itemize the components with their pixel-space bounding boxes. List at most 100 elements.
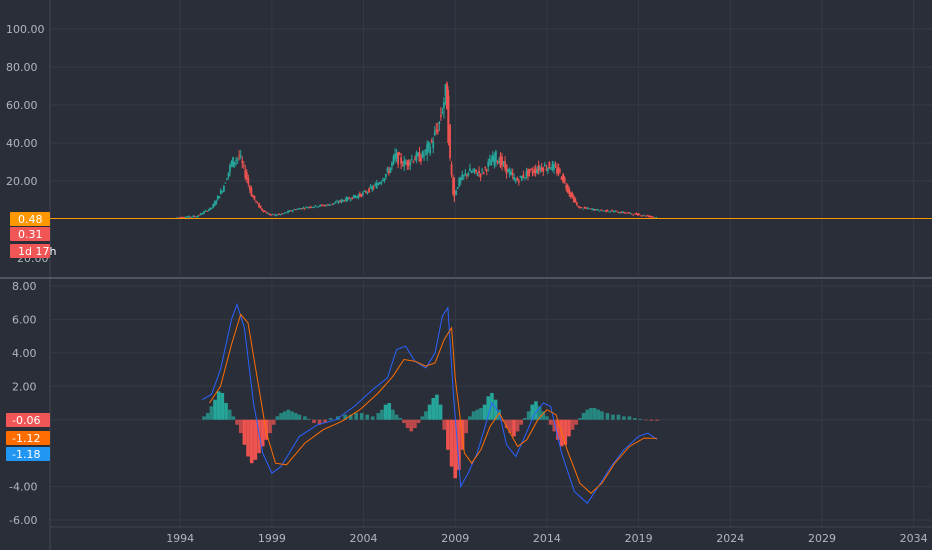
candle-body <box>219 190 222 195</box>
candle-body <box>589 208 592 210</box>
candle-body <box>222 185 225 192</box>
histogram-bar <box>227 409 232 420</box>
candle-body <box>339 200 341 202</box>
candle-body <box>586 207 589 209</box>
candle-body <box>299 208 302 210</box>
candle-body <box>384 173 387 178</box>
candle-body <box>446 82 448 110</box>
candle-body <box>436 130 439 133</box>
histogram-bar <box>479 408 483 420</box>
candle-body <box>646 215 649 217</box>
candle-body <box>476 174 479 176</box>
candle-body <box>530 168 532 170</box>
histogram-bar <box>306 418 311 420</box>
candle-body <box>531 171 534 173</box>
histogram-bar <box>235 419 239 425</box>
candle-body <box>314 205 317 207</box>
histogram-bar <box>257 419 261 454</box>
histogram-bar <box>638 418 643 420</box>
candle-body <box>565 185 568 189</box>
candle-body <box>238 155 241 157</box>
signal-line <box>209 313 657 494</box>
candle-body <box>319 204 322 207</box>
candle-body <box>458 178 461 187</box>
candle-body <box>598 210 601 212</box>
candle-body <box>366 191 369 193</box>
candle-body <box>438 121 441 124</box>
candle-body <box>348 198 351 200</box>
candle-body <box>614 210 616 213</box>
histogram-bar <box>391 409 395 420</box>
candle-body <box>278 213 280 215</box>
candle-body <box>313 206 315 208</box>
histogram-bar <box>457 419 461 470</box>
candle-body <box>261 208 263 211</box>
histogram-bar <box>537 406 542 420</box>
candle-body <box>556 168 558 174</box>
histogram-bar <box>581 413 586 420</box>
candle-body <box>606 209 609 212</box>
candle-body <box>421 151 424 158</box>
histogram-bar <box>275 416 280 420</box>
candle-body <box>407 160 410 167</box>
candle-body <box>562 173 565 183</box>
candle-body <box>247 178 250 184</box>
candle-body <box>464 172 467 175</box>
candle-body <box>403 160 406 167</box>
candle-body <box>630 213 633 215</box>
candle-body <box>201 213 204 215</box>
candle-body <box>270 214 273 216</box>
candle-body <box>481 169 484 171</box>
candle-body <box>485 169 488 171</box>
candle-body <box>331 203 334 205</box>
candle-body <box>317 206 320 208</box>
histogram-bar <box>438 404 443 420</box>
candle-body <box>559 170 561 172</box>
price-tag <box>10 244 50 258</box>
candle-body <box>383 178 386 181</box>
candle-body <box>224 182 227 184</box>
candle-body <box>181 217 184 218</box>
candle-body <box>420 157 422 161</box>
candle-body <box>406 160 409 166</box>
candle-body <box>337 202 340 203</box>
candle-body <box>305 206 308 208</box>
candle-body <box>291 210 294 212</box>
histogram-bar <box>515 419 520 432</box>
candle-body <box>308 206 311 208</box>
candle-body <box>409 162 412 166</box>
price-axis-tick-label: 100.00 <box>6 23 45 36</box>
candle-body <box>424 149 427 151</box>
histogram-bar <box>402 419 406 424</box>
histogram-bar <box>508 419 513 434</box>
candle-body <box>426 144 429 155</box>
candle-body <box>507 169 510 172</box>
histogram-bar <box>370 416 375 420</box>
candle-body <box>617 212 620 214</box>
histogram-bar <box>589 408 593 420</box>
macd-axis-tick-label: -4.00 <box>9 481 37 494</box>
candle-body <box>461 174 464 180</box>
candle-body <box>443 102 445 108</box>
histogram-bar <box>574 419 579 425</box>
price-tag-label: 0.48 <box>18 213 43 226</box>
candle-body <box>192 215 195 218</box>
candle-body <box>513 176 516 181</box>
histogram-bar <box>526 411 531 420</box>
price-tag-label: 1d 17h <box>18 245 56 258</box>
candle-body <box>627 212 630 214</box>
histogram-bar <box>264 419 269 440</box>
candle-body <box>391 162 393 167</box>
candle-body <box>647 215 650 217</box>
candle-body <box>193 216 196 218</box>
candle-body <box>641 215 644 217</box>
histogram-bar <box>435 394 439 420</box>
candle-body <box>232 157 234 168</box>
candle-body <box>218 196 221 199</box>
candle-body <box>358 193 361 196</box>
candle-body <box>375 183 378 189</box>
macd-value-tag <box>6 413 50 427</box>
candle-body <box>290 210 293 212</box>
time-axis-tick-label: 1994 <box>166 532 194 545</box>
